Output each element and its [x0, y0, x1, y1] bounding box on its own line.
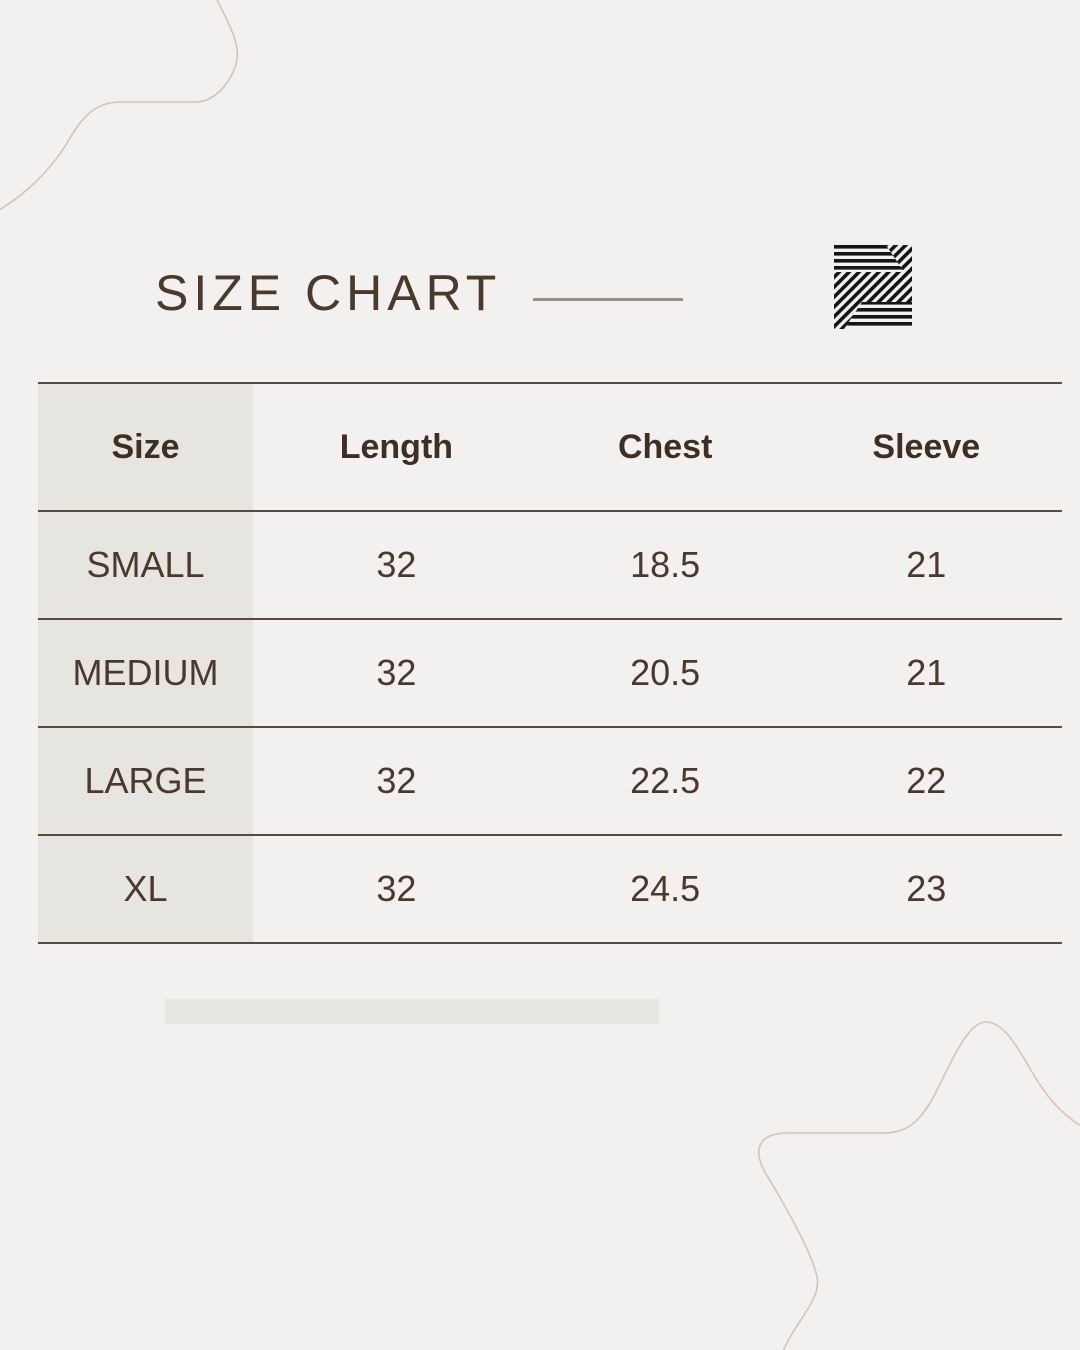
decor-curve-bottom-right	[758, 1021, 1080, 1350]
cell-length-value: 32	[376, 544, 417, 585]
decor-curve-top-left	[0, 0, 239, 211]
brand-z-monogram-icon	[834, 245, 912, 329]
cell-sleeve-value: 21	[906, 544, 947, 585]
cell-chest-value: 24.5	[630, 868, 701, 909]
header-cell-chest: Chest	[617, 427, 713, 466]
cell-length-value: 32	[376, 652, 417, 693]
cell-length-value: 32	[376, 868, 417, 909]
cell-chest-value: 18.5	[630, 544, 701, 585]
cell-size-label: MEDIUM	[38, 620, 254, 726]
cell-chest-value: 20.5	[630, 652, 701, 693]
header-cell-sleeve: Sleeve	[872, 427, 981, 466]
cell-size-label: XL	[38, 836, 254, 942]
table-row-small: SMALL 32 18.5 21	[38, 512, 1062, 620]
table-row-xl: XL 32 24.5 23	[38, 836, 1062, 944]
bottom-accent-bar	[165, 999, 659, 1024]
title-divider-line	[533, 298, 683, 301]
size-chart-table: Size Length Chest Sleeve SMALL 32 18.5 2…	[38, 382, 1062, 944]
header-cell-size: Size	[38, 384, 254, 510]
table-row-large: LARGE 32 22.5 22	[38, 728, 1062, 836]
cell-size-label: LARGE	[38, 728, 254, 834]
table-header-row: Size Length Chest Sleeve	[38, 384, 1062, 512]
cell-size-label: SMALL	[38, 512, 254, 618]
cell-sleeve-value: 21	[906, 652, 947, 693]
cell-sleeve-value: 23	[906, 868, 947, 909]
cell-chest-value: 22.5	[630, 760, 701, 801]
header-cell-length: Length	[339, 427, 454, 466]
page-title: SIZE CHART	[155, 265, 502, 321]
table-row-medium: MEDIUM 32 20.5 21	[38, 620, 1062, 728]
cell-length-value: 32	[376, 760, 417, 801]
cell-sleeve-value: 22	[906, 760, 947, 801]
